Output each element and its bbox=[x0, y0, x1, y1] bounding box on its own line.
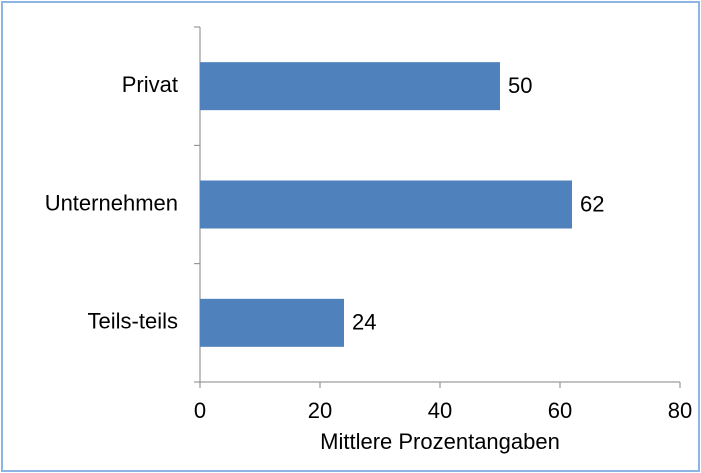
x-tick-label: 0 bbox=[194, 398, 206, 423]
x-tick-label: 60 bbox=[548, 398, 572, 423]
x-tick-label: 80 bbox=[668, 398, 692, 423]
x-tick-label: 40 bbox=[428, 398, 452, 423]
data-label: 62 bbox=[580, 191, 604, 216]
data-label: 24 bbox=[352, 310, 376, 335]
bar bbox=[200, 180, 572, 229]
y-tick-label: Unternehmen bbox=[45, 190, 178, 215]
data-label: 50 bbox=[508, 73, 532, 98]
x-tick-label: 20 bbox=[308, 398, 332, 423]
bar bbox=[200, 62, 500, 111]
y-tick-label: Privat bbox=[122, 72, 178, 97]
x-axis-title: Mittlere Prozentangaben bbox=[320, 429, 560, 454]
bar bbox=[200, 298, 344, 347]
y-tick-label: Teils-teils bbox=[88, 309, 178, 334]
